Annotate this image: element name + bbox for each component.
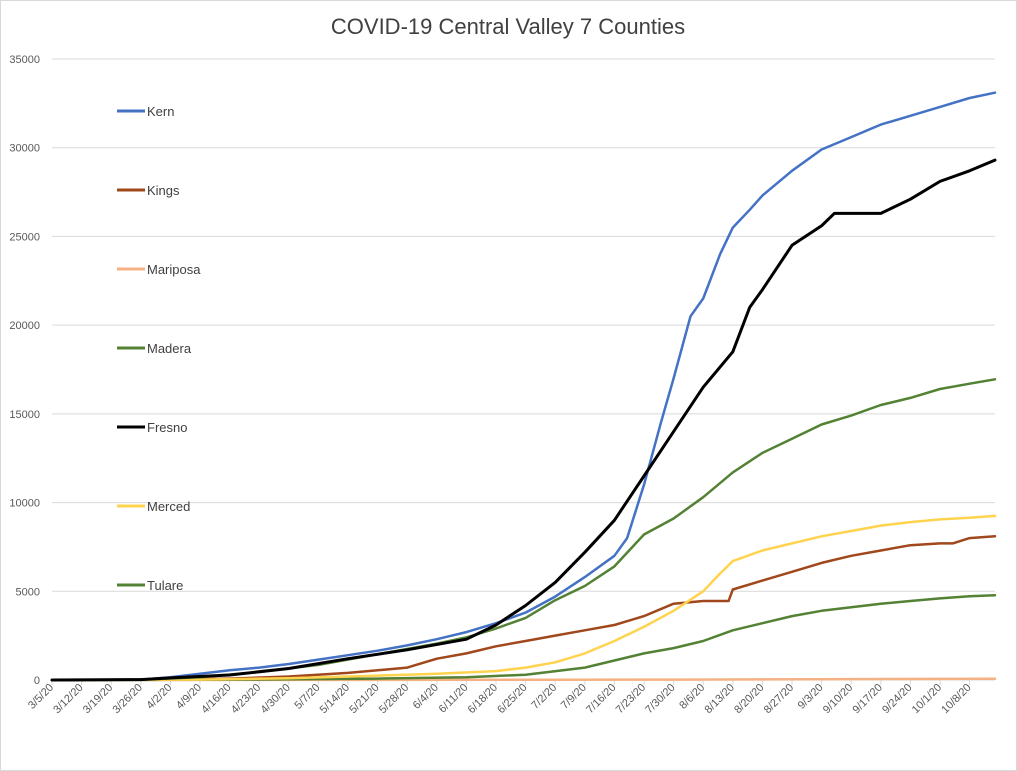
y-tick-label: 20000 (9, 320, 40, 332)
y-tick-label: 5000 (16, 586, 40, 598)
legend: Kern Kings Mariposa Madera Fresno Merced Tular… (117, 104, 201, 593)
series-line-merced (50, 514, 997, 682)
series-line-kings (50, 535, 997, 682)
y-tick-label: 35000 (9, 54, 40, 66)
y-tick-label: 25000 (9, 231, 40, 243)
legend-label-fresno: Fresno (147, 420, 187, 435)
series-line-kern (50, 91, 997, 682)
series-line-fresno (50, 158, 997, 682)
series-lines (50, 91, 997, 682)
legend-label-mariposa: Mariposa (147, 262, 201, 277)
legend-label-kern: Kern (147, 104, 174, 119)
chart-title: COVID-19 Central Valley 7 Counties (331, 14, 685, 39)
legend-label-tulare: Tulare (147, 578, 183, 593)
legend-label-kings: Kings (147, 183, 180, 198)
legend-label-merced: Merced (147, 499, 190, 514)
series-line-tulare (50, 593, 997, 682)
y-tick-label: 30000 (9, 143, 40, 155)
y-tick-label: 0 (34, 675, 40, 687)
y-tick-label: 10000 (9, 498, 40, 510)
legend-label-madera: Madera (147, 341, 192, 356)
y-tick-label: 15000 (9, 409, 40, 421)
